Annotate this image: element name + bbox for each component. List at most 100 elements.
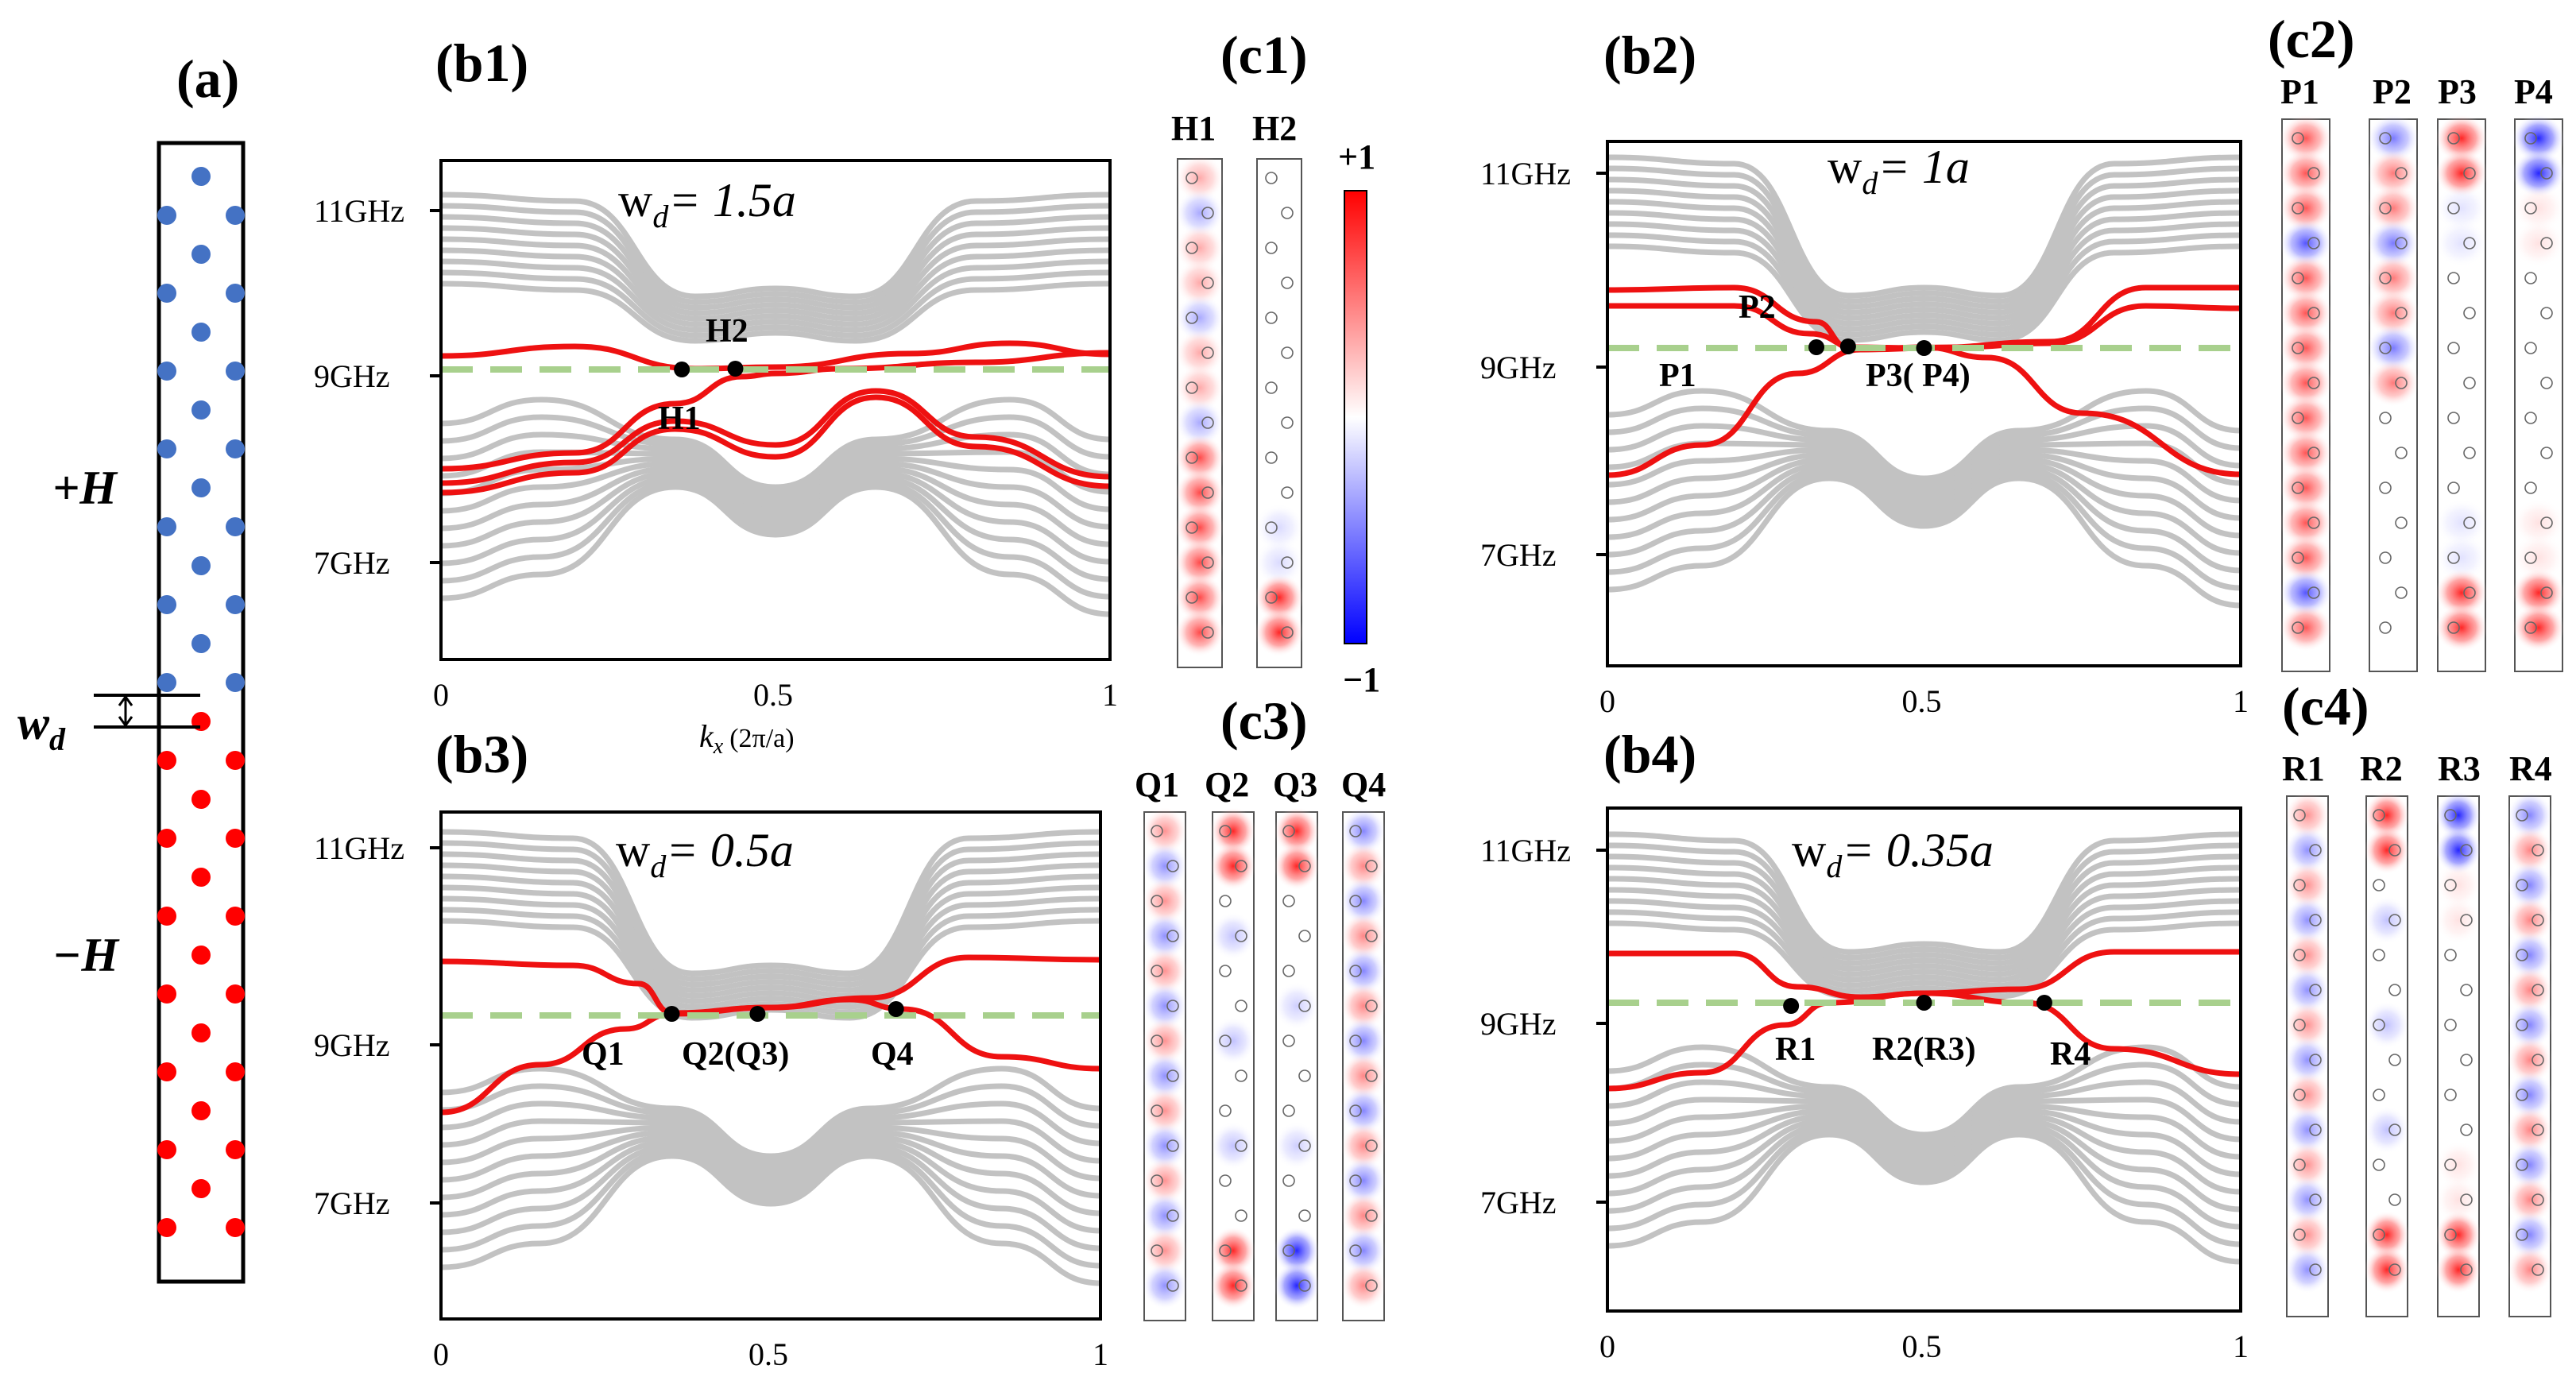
bulk-band-lower <box>440 479 1111 600</box>
kx-tick-1: 1 <box>1102 677 1118 713</box>
rod-site <box>1166 1209 1179 1222</box>
lattice-site <box>157 1062 176 1081</box>
rod-site <box>2532 844 2544 857</box>
lattice-site <box>191 400 211 420</box>
field-lobe <box>1142 1262 1188 1309</box>
field-lobe <box>1175 539 1224 586</box>
rod-site <box>2516 1228 2528 1241</box>
rod-site <box>2532 1193 2544 1206</box>
rod-site <box>1186 311 1198 324</box>
lattice-site <box>226 751 245 770</box>
bulk-band-lower <box>1607 1108 2241 1178</box>
edge-state-band <box>440 388 1111 486</box>
rod-site <box>1349 1104 1362 1117</box>
rod-site <box>2379 272 2392 284</box>
bulk-band-upper <box>1607 853 2241 966</box>
field-group-c3: (c3) Q1 Q2 Q3 Q4 <box>1135 690 1386 804</box>
panel-a: (a) +H −H wd <box>17 48 246 1284</box>
field-lobe <box>2280 219 2332 267</box>
bulk-band-upper <box>440 191 1111 300</box>
width-label: wd <box>17 697 66 757</box>
freq-tick-7: 7GHz <box>1480 1185 1557 1220</box>
lattice-site <box>226 984 245 1004</box>
lattice-site <box>157 673 176 692</box>
field-lobe <box>1142 807 1188 855</box>
field-lobe <box>2512 219 2565 267</box>
rod-site <box>1298 1279 1311 1292</box>
field-lobe <box>1255 504 1304 551</box>
width-value-b3: wd= 0.5a <box>616 824 794 884</box>
field-lobe <box>1175 504 1224 551</box>
field-lobe <box>1175 399 1224 447</box>
field-strip <box>2507 791 2553 1317</box>
rod-site <box>2447 342 2460 354</box>
rod-site <box>2532 1263 2544 1276</box>
mode-point <box>1916 995 1932 1011</box>
bulk-band-upper <box>440 269 1111 338</box>
point-label-H1: H1 <box>658 400 701 437</box>
rod-site <box>1282 965 1295 977</box>
rod-site <box>2293 879 2306 891</box>
rod-site <box>1166 1139 1179 1152</box>
rod-site <box>1349 1244 1362 1257</box>
point-label-R1: R1 <box>1775 1031 1816 1068</box>
rod-site <box>1151 895 1163 907</box>
field-lobe <box>1210 912 1256 960</box>
field-lobe <box>1274 1122 1320 1170</box>
lattice-site <box>226 595 245 614</box>
rod-site <box>2524 272 2537 284</box>
lattice-site <box>191 1101 211 1120</box>
rod-site <box>2307 586 2320 599</box>
rod-site <box>2444 1089 2457 1101</box>
field-lobe <box>2364 1211 2410 1259</box>
lattice-site <box>157 907 176 926</box>
colorbar: +1 −1 <box>1338 137 1380 699</box>
rod-site <box>2540 167 2553 180</box>
field-lobe <box>2435 499 2488 547</box>
mode-point <box>674 362 690 377</box>
freq-tick-7: 7GHz <box>1480 537 1557 573</box>
width-value-b4: wd= 0.35a <box>1792 824 1994 884</box>
rod-site <box>2395 586 2408 599</box>
rod-site <box>1365 930 1378 942</box>
strip-label-R1: R1 <box>2282 749 2325 788</box>
mode-points-b2 <box>1808 338 1932 356</box>
rod-site <box>2524 481 2537 494</box>
rod-site <box>1265 381 1278 394</box>
lattice-site <box>157 284 176 303</box>
bulk-band-lower <box>1607 1131 2241 1265</box>
strip-label-H2: H2 <box>1252 109 1297 148</box>
rod-site <box>2388 844 2401 857</box>
field-strip <box>1175 154 1224 668</box>
rod-site <box>2388 1054 2401 1066</box>
bulk-band-lower <box>1607 470 2241 591</box>
field-lobe <box>1340 842 1387 890</box>
field-lobe <box>2512 499 2565 547</box>
bulk-band-lower <box>440 1100 1101 1169</box>
strip-label-Q2: Q2 <box>1205 765 1249 804</box>
field-lobe <box>1142 1122 1188 1170</box>
rod-site <box>2540 586 2553 599</box>
rod-site <box>1235 1209 1247 1222</box>
rod-site <box>1298 1209 1311 1222</box>
rod-site <box>1219 825 1232 837</box>
rod-site <box>1365 1069 1378 1082</box>
kx-tick-0: 0 <box>433 1336 449 1372</box>
field-lobe <box>1175 154 1224 202</box>
field-lobe <box>1175 364 1224 412</box>
field-strip <box>2280 114 2332 672</box>
rod-site <box>2395 447 2408 459</box>
rod-site <box>2309 844 2322 857</box>
field-lobe <box>1175 469 1224 516</box>
rod-site <box>2379 621 2392 634</box>
rod-site <box>2463 167 2476 180</box>
rod-site <box>2532 914 2544 926</box>
band-curves-b4 <box>1607 831 2241 1265</box>
field-lobe <box>1210 1017 1256 1065</box>
rod-site <box>2307 447 2320 459</box>
colorbar-gradient <box>1344 190 1367 644</box>
rod-site <box>2309 914 2322 926</box>
field-lobe <box>2364 1106 2410 1154</box>
point-label-P1: P1 <box>1659 358 1696 394</box>
